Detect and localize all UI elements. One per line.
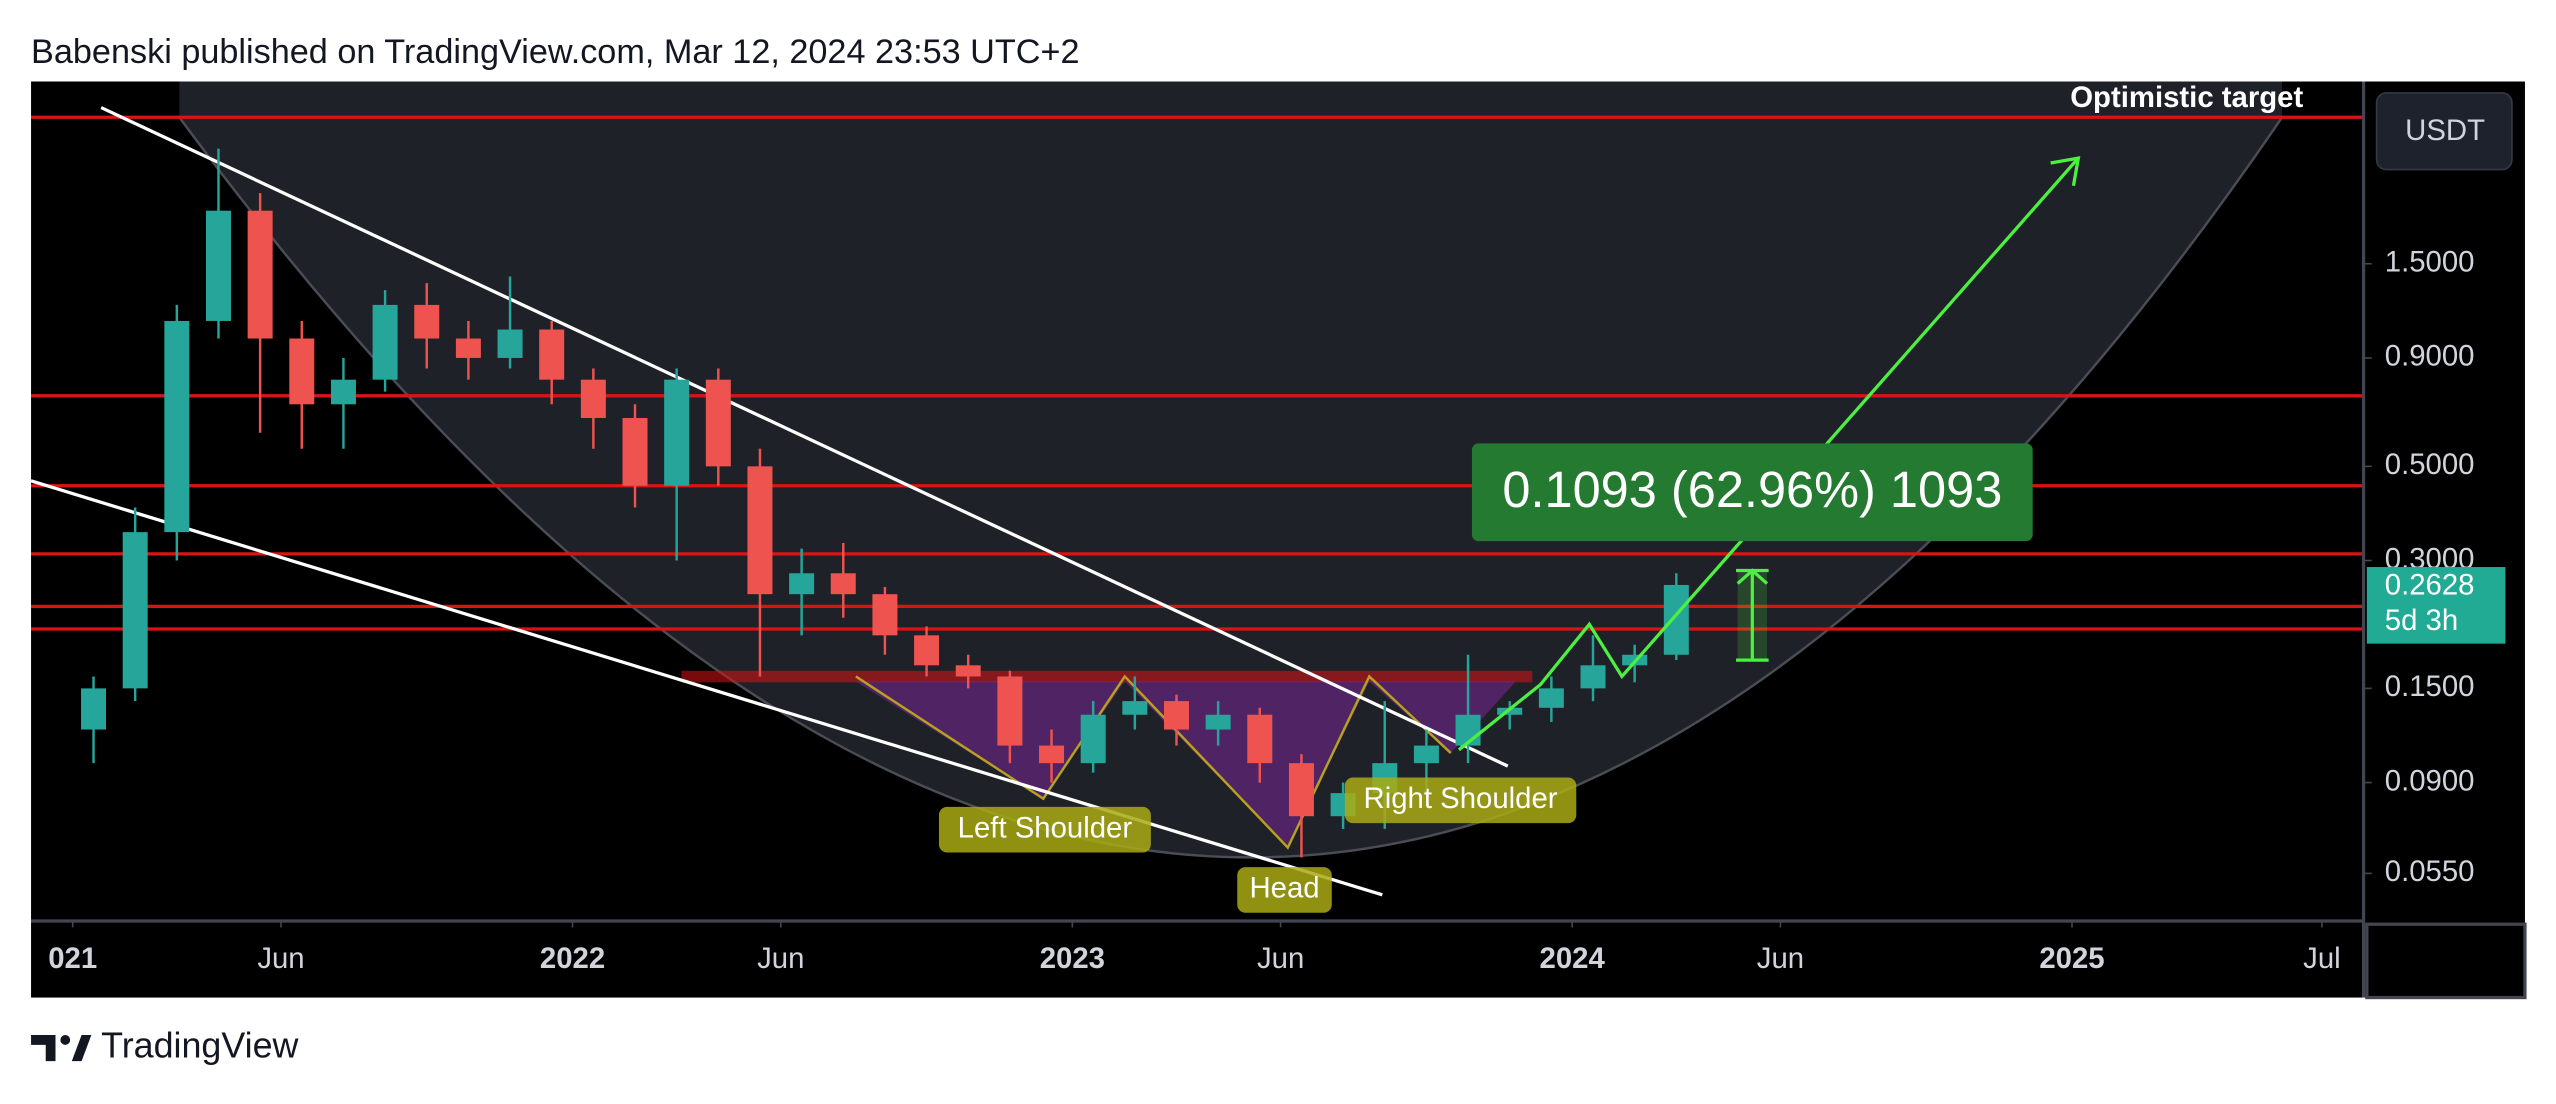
x-tick-label: Jun [257,942,304,975]
candle-body [1039,745,1065,764]
candle-body [539,329,565,380]
last-price-label: 0.2628 [2385,568,2475,601]
publish-info: Babenski published on TradingView.com, M… [31,33,1079,71]
pattern-label: Left Shoulder [958,811,1133,844]
x-tick-label: 2024 [1540,942,1606,975]
logo-slash [71,1035,92,1062]
footer-logo [31,1035,92,1062]
candle-body [872,594,898,636]
candle-body [914,635,940,666]
candle-body [455,338,481,358]
x-tick-label: Jun [1757,942,1804,975]
candle-body [1663,584,1689,655]
candle-body [955,665,981,677]
x-tick-label: 021 [48,942,97,975]
candle-body [289,338,315,405]
logo-t [31,1035,56,1062]
pattern-label-box [1344,777,1577,824]
upper-trendline [100,106,1509,768]
logo-dot [60,1035,71,1045]
currency-button[interactable] [2375,92,2513,171]
candle-body [997,676,1023,746]
candle-body [372,304,398,380]
x-tick-label: Jul [2303,942,2341,975]
candle-body [1080,714,1106,764]
overlay: 1.50000.90000.50000.30000.15000.09000.05… [48,81,2506,975]
support-zone [681,670,1533,683]
candle-body [1122,701,1148,715]
candle-body [1205,714,1231,730]
measure-label: 0.1093 (62.96%) 1093 [1502,461,2002,518]
candle-body [414,304,440,339]
candle-body [497,329,523,358]
projection-head [2050,156,2081,187]
candle-body [205,210,231,321]
candle-body [622,417,648,486]
x-tick-label: 2025 [2039,942,2104,975]
candle-body [664,379,690,486]
target-label: Optimistic target [2070,81,2303,114]
pattern-label-box [1237,867,1332,913]
measure-box [1471,443,2033,542]
candle-body [705,379,731,467]
candle-body [247,210,273,339]
candle-body [330,379,356,405]
candle-body [1497,707,1523,715]
currency-label[interactable]: USDT [2405,114,2485,147]
candle-body [789,573,815,595]
x-tick-label: Jun [1257,942,1304,975]
candle-body [1413,745,1439,764]
footer-brand: TradingView [101,1026,298,1066]
candle-body [1247,714,1273,764]
y-tick-label: 0.9000 [2385,340,2475,373]
last-price-box [2366,567,2506,644]
candle-body [1580,665,1606,689]
pattern-outline [855,674,1452,850]
y-tick-label: 0.0900 [2385,764,2475,797]
y-tick-label: 1.5000 [2385,246,2475,279]
cup-arc-fill [179,81,2283,858]
candle-body [81,688,107,730]
candle-body [164,320,190,533]
candle-body [1538,688,1564,708]
candle-body [1163,701,1189,730]
candle-body [1288,763,1314,817]
x-tick-label: 2022 [540,942,605,975]
pattern-label: Right Shoulder [1364,782,1558,815]
x-tick-label: 2023 [1040,942,1105,975]
countdown-label: 5d 3h [2385,604,2458,637]
lower-trendline [30,479,1383,897]
pattern-label-box [938,806,1151,853]
y-tick-label: 0.1500 [2385,670,2475,703]
candle-body [747,466,773,595]
axis-corner [2365,922,2527,1000]
candle-body [122,532,148,689]
pattern-label: Head [1249,872,1319,905]
x-tick-label: Jun [757,942,804,975]
candle-body [830,573,856,595]
y-tick-label: 0.5000 [2385,448,2475,481]
candle-body [580,379,606,418]
y-tick-label: 0.0550 [2385,855,2475,888]
